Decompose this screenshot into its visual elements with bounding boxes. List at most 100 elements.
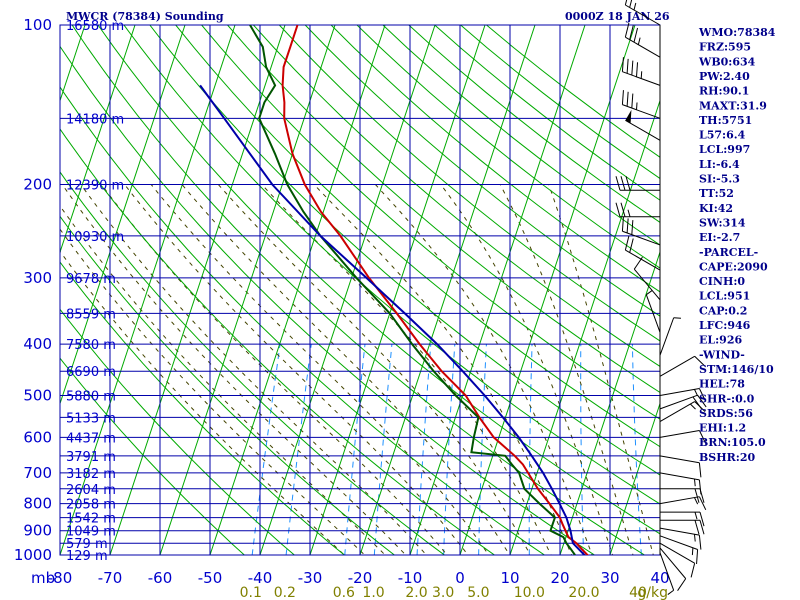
sounding-index: LFC:946 xyxy=(699,319,751,332)
wind-barb xyxy=(659,472,702,495)
wind-barb xyxy=(659,527,702,550)
dry-adiabat-line xyxy=(60,308,296,555)
temperature-profile-line xyxy=(281,25,589,555)
pressure-tick-labels: 100 200 300 400 500 600 700 800 900 1000 xyxy=(14,16,52,564)
wind-barb xyxy=(645,290,661,333)
wind-barb xyxy=(659,455,702,478)
wind-barb-feather xyxy=(621,216,624,232)
moist-adiabat-line xyxy=(60,250,346,555)
wind-barb-staff xyxy=(659,394,698,410)
dry-adiabat-line xyxy=(408,25,660,223)
isotherm-line xyxy=(559,250,660,555)
wind-barb-half-feather xyxy=(637,37,641,45)
wind-barb-feather xyxy=(624,0,628,6)
wind-barb-feather xyxy=(624,22,630,38)
height-label: 579 m xyxy=(66,537,108,552)
mixing-ratio-tick-label: 0.1 xyxy=(240,585,262,600)
pressure-tick-label: 200 xyxy=(23,176,52,194)
moist-adiabat-line xyxy=(60,228,366,555)
dry-adiabat-line xyxy=(149,25,660,476)
mixing-ratio-tick-label: 20.0 xyxy=(568,585,599,600)
wind-barb xyxy=(659,355,706,377)
temperature-tick-label: 40 xyxy=(650,569,669,587)
temperature-tick-label: -20 xyxy=(348,569,373,587)
wind-barb-staff xyxy=(625,4,661,26)
height-label: 12390 m xyxy=(66,179,124,194)
wind-barb-feather xyxy=(615,202,621,217)
wind-barb-staff xyxy=(645,294,661,333)
wind-barb xyxy=(659,317,681,356)
sounding-index: EHI:1.2 xyxy=(699,422,746,435)
wind-barb-feather xyxy=(698,430,707,444)
sounding-profiles xyxy=(199,25,589,555)
isotherm-line xyxy=(409,25,586,555)
wind-barb-feather xyxy=(629,238,634,253)
wind-barb xyxy=(625,109,661,141)
height-label: 9678 m xyxy=(66,272,116,287)
dry-adiabat-line xyxy=(304,25,660,317)
height-label: 14180 m xyxy=(66,112,124,127)
mixing-ratio-tick-label: 2.0 xyxy=(405,585,427,600)
mixing-ratio-tick-label: 1.0 xyxy=(362,585,384,600)
sounding-index: RH:90.1 xyxy=(699,85,749,98)
mixing-ratio-tick-label: 40 xyxy=(629,585,647,600)
isotherm-line xyxy=(60,25,236,555)
wind-barb-staff xyxy=(659,355,695,377)
pressure-tick-label: 500 xyxy=(23,386,52,404)
pressure-tick-label: 800 xyxy=(23,495,52,513)
sounding-index: SI:-5.3 xyxy=(699,173,740,186)
mixing-ratio-line xyxy=(443,344,456,555)
moist-adiabat-line xyxy=(499,184,634,555)
height-label: 4437 m xyxy=(66,431,116,446)
dry-adiabat-line xyxy=(60,357,246,555)
wind-barb-feather xyxy=(698,462,702,478)
moist-adiabat-line xyxy=(80,184,428,555)
wind-barb-staff xyxy=(659,317,675,356)
mixing-ratio-line xyxy=(285,344,312,555)
wind-barb xyxy=(633,256,661,301)
pressure-tick-label: 900 xyxy=(23,522,52,540)
height-label: 3182 m xyxy=(66,467,116,482)
sounding-index: -PARCEL- xyxy=(699,246,758,259)
moist-adiabat-line xyxy=(440,184,614,555)
wind-barb-feather xyxy=(677,578,687,591)
wind-barb-feather xyxy=(621,90,624,105)
wind-barb-staff xyxy=(625,249,661,271)
height-label: 2058 m xyxy=(66,498,116,513)
wind-barb xyxy=(621,90,661,119)
sounding-index: TH:5751 xyxy=(699,114,752,127)
dry-adiabat-line xyxy=(71,25,646,555)
temperature-tick-label: -10 xyxy=(398,569,423,587)
dry-adiabat-line xyxy=(278,25,660,342)
pressure-tick-label: 600 xyxy=(23,428,52,446)
wind-barb-half-feather xyxy=(667,589,674,595)
wind-barb xyxy=(624,22,661,58)
temperature-tick-label: -40 xyxy=(248,569,273,587)
wind-barb-feather xyxy=(631,220,634,235)
height-label: 10930 m xyxy=(66,230,124,245)
temperature-tick-label: 30 xyxy=(600,569,619,587)
pressure-grid xyxy=(59,24,661,556)
wind-barb-staff xyxy=(659,472,700,481)
moist-adiabat-line xyxy=(101,184,448,555)
height-labels: 16580 m 14180 m 12390 m 10930 m 9678 m 8559 m… xyxy=(66,19,124,564)
wind-barb-staff xyxy=(659,388,700,396)
wind-barb-staff xyxy=(659,547,687,579)
temperature-tick-label: -60 xyxy=(148,569,173,587)
wind-barb xyxy=(659,496,707,511)
mixing-ratio-tick-label: 0.6 xyxy=(333,585,355,600)
moist-adiabat-line xyxy=(313,184,573,555)
dry-adiabat-line xyxy=(460,25,660,180)
isotherm-line xyxy=(60,25,86,103)
dry-adiabat-line xyxy=(60,215,396,555)
sounding-index: SHR-:0.0 xyxy=(699,392,755,405)
wind-barb xyxy=(659,542,696,578)
mixing-ratio-tick-label: 5.0 xyxy=(467,585,489,600)
wind-barb xyxy=(659,535,699,565)
pressure-tick-label: 700 xyxy=(23,464,52,482)
moist-adiabat-line xyxy=(375,184,593,555)
wind-barb-feather xyxy=(636,62,639,77)
dry-adiabat-line xyxy=(227,25,660,394)
wind-barb-half-feather xyxy=(633,2,637,11)
